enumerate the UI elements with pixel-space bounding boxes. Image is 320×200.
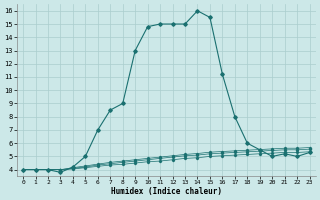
X-axis label: Humidex (Indice chaleur): Humidex (Indice chaleur) xyxy=(111,187,222,196)
